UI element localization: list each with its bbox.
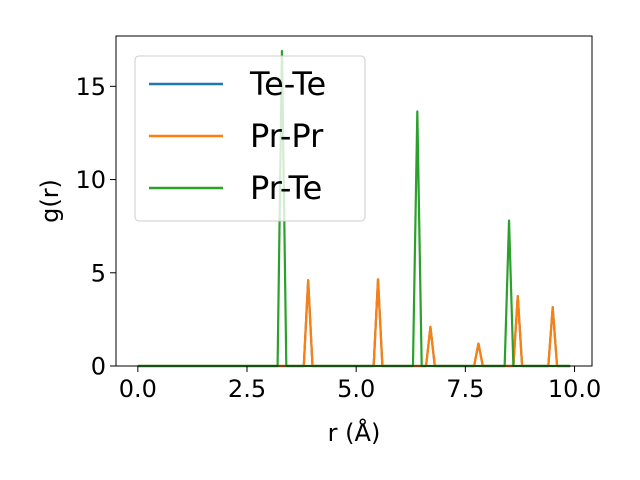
legend-label-pr-pr: Pr-Pr (250, 117, 324, 155)
x-tick-label: 5.0 (337, 375, 375, 403)
y-tick-label: 0 (91, 353, 106, 381)
x-tick-label: 0.0 (119, 375, 157, 403)
legend: Te-Te Pr-Pr Pr-Te (134, 55, 366, 222)
plot-frame (115, 35, 593, 367)
legend-frame (134, 55, 366, 222)
legend-label-pr-te: Pr-Te (250, 169, 322, 207)
y-tick-label: 5 (91, 259, 106, 287)
y-tick-label: 10 (75, 166, 106, 194)
x-tick-label: 10.0 (548, 375, 601, 403)
x-tick-label: 2.5 (228, 375, 266, 403)
x-tick-label: 7.5 (446, 375, 484, 403)
x-axis: 0.0 2.5 5.0 7.5 10.0 (119, 366, 601, 403)
y-axis: 0 5 10 15 (75, 73, 116, 381)
y-tick-label: 15 (75, 73, 106, 101)
x-axis-label: r (Å) (328, 418, 381, 447)
legend-label-te-te: Te-Te (249, 65, 326, 103)
y-axis-label: g(r) (36, 179, 64, 223)
